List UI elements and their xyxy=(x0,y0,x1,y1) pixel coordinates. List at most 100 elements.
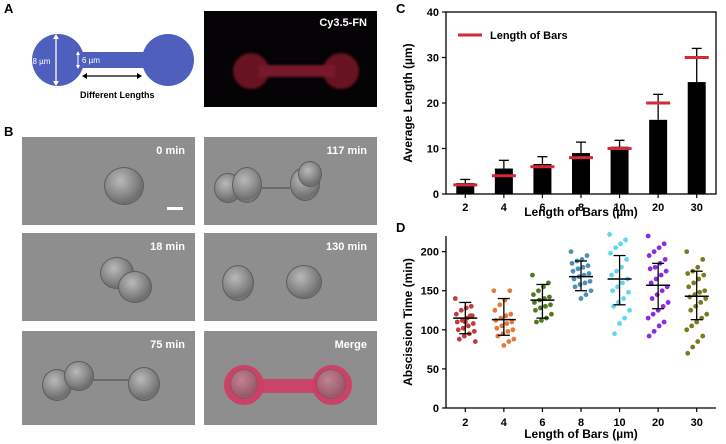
data-point xyxy=(467,313,473,319)
bar xyxy=(494,168,513,194)
data-point xyxy=(651,328,657,334)
data-point xyxy=(588,288,594,294)
data-point xyxy=(650,311,656,317)
data-point xyxy=(570,268,576,274)
data-point xyxy=(549,311,554,317)
data-point xyxy=(509,319,515,325)
data-point xyxy=(608,250,613,256)
data-point xyxy=(583,292,589,298)
data-point xyxy=(700,333,706,339)
y-tick-label: 100 xyxy=(421,325,439,337)
data-point xyxy=(471,328,477,334)
fluorescence-image: Cy3.5-FN xyxy=(204,11,377,107)
fluorescence-label: Cy3.5-FN xyxy=(319,17,367,29)
panel-label-d: D xyxy=(396,220,406,235)
data-point xyxy=(454,319,460,325)
data-point xyxy=(615,284,620,290)
data-point xyxy=(659,288,665,294)
y-tick-label: 200 xyxy=(421,247,439,259)
abscission-time-scatter: 0 50 100 150 200 2 4 6 8 10 20 30 Length of Bars (µm… xyxy=(401,232,716,441)
y-tick-label: 10 xyxy=(427,144,439,156)
x-tick-label: 10 xyxy=(613,417,625,429)
data-point xyxy=(492,307,498,313)
data-point xyxy=(648,280,654,286)
timelapse-frame-18: 18 min xyxy=(22,233,195,321)
data-point xyxy=(656,245,662,251)
data-point xyxy=(663,268,669,274)
data-point xyxy=(491,288,497,294)
data-point xyxy=(577,282,583,287)
frame-time: 0 min xyxy=(156,145,185,157)
y-tick-label: 50 xyxy=(427,364,439,376)
y-tick-label: 150 xyxy=(421,286,439,298)
data-point xyxy=(622,315,627,321)
data-point xyxy=(607,232,612,237)
bar xyxy=(649,119,668,194)
data-point xyxy=(455,327,461,333)
data-point xyxy=(499,323,505,329)
data-point xyxy=(690,344,696,350)
data-point xyxy=(646,253,652,258)
data-point xyxy=(653,276,659,282)
x-tick-label: 8 xyxy=(578,417,584,429)
y-tick-label: 40 xyxy=(427,7,439,19)
data-point xyxy=(702,288,708,294)
data-point xyxy=(689,323,695,329)
dumbbell-schematic: 18 µm 6 µm Different Lengths xyxy=(28,34,194,100)
data-point xyxy=(536,288,541,294)
x-tick-label: 2 xyxy=(462,417,468,429)
data-point xyxy=(501,343,507,348)
data-point xyxy=(453,311,459,317)
data-point xyxy=(660,303,666,309)
schematic-left-disc xyxy=(32,34,84,86)
data-point xyxy=(541,284,546,290)
timelapse-frame-130: 130 min xyxy=(204,233,377,321)
data-point xyxy=(646,333,652,339)
data-point xyxy=(587,278,593,284)
panel-label-a: A xyxy=(4,1,14,16)
data-point xyxy=(697,289,703,295)
data-point xyxy=(652,264,658,270)
data-point xyxy=(614,268,619,274)
data-point xyxy=(658,272,664,278)
data-point xyxy=(511,336,517,342)
data-point xyxy=(661,241,667,247)
data-point xyxy=(497,302,503,308)
data-point xyxy=(627,307,632,313)
data-point xyxy=(693,303,699,309)
data-point xyxy=(530,272,535,278)
data-point xyxy=(461,333,467,339)
data-point xyxy=(665,300,671,305)
timelapse-frame-0: 0 min xyxy=(22,137,195,225)
bar xyxy=(572,153,590,194)
data-point xyxy=(548,302,553,308)
data-point xyxy=(582,280,588,286)
bar-width-label: 6 µm xyxy=(82,56,100,65)
data-point xyxy=(568,249,574,255)
frame-time: 117 min xyxy=(326,145,367,157)
data-point xyxy=(585,263,591,269)
data-point xyxy=(621,296,626,301)
x-tick-label: 10 xyxy=(613,202,625,214)
data-point xyxy=(649,296,655,301)
data-point xyxy=(495,333,501,339)
data-point xyxy=(618,241,623,247)
data-point xyxy=(458,307,464,313)
data-point xyxy=(647,266,653,272)
panel-label-c: C xyxy=(396,1,406,16)
x-tick-label: 6 xyxy=(539,417,545,429)
data-point xyxy=(700,257,706,262)
data-point xyxy=(616,300,621,305)
x-tick-label: 4 xyxy=(501,202,508,214)
x-axis-label: Length of Bars (µm) xyxy=(524,427,638,441)
data-point xyxy=(547,294,552,300)
data-point xyxy=(578,296,584,301)
data-point xyxy=(613,245,618,251)
data-point xyxy=(617,321,622,326)
timelapse-frame-117: 117 min xyxy=(204,137,377,225)
data-point xyxy=(701,272,707,278)
data-point xyxy=(610,288,615,294)
x-tick-label: 20 xyxy=(652,202,664,214)
data-point xyxy=(456,336,462,342)
frame-time: 75 min xyxy=(150,339,185,351)
